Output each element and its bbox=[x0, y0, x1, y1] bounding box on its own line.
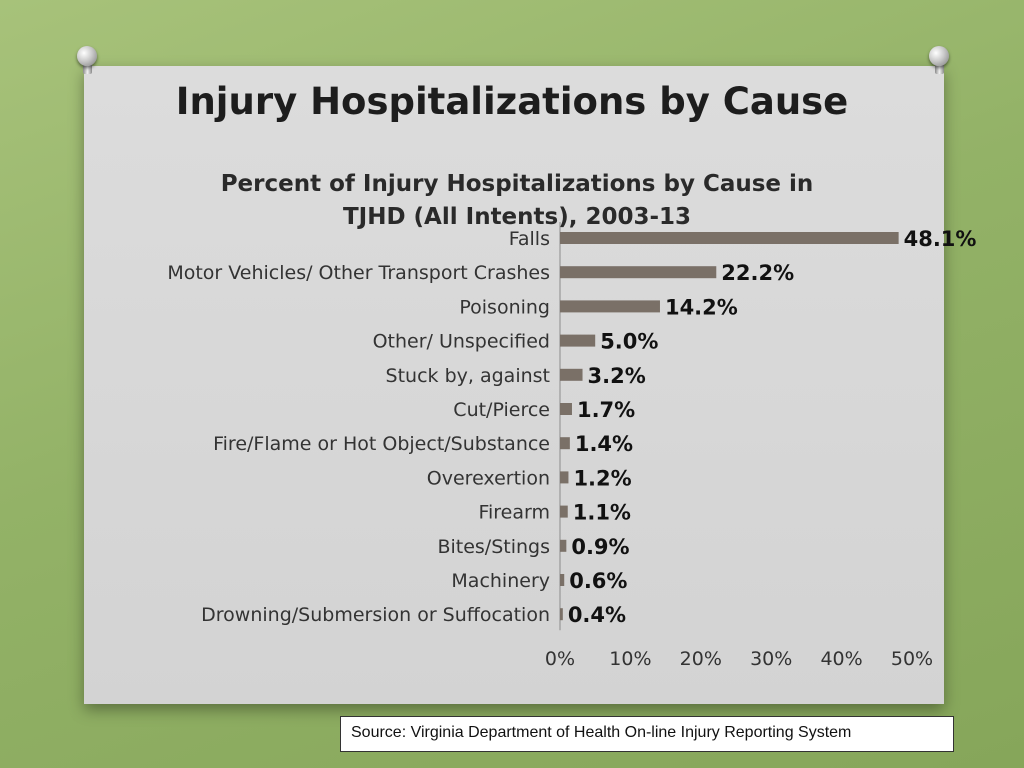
x-tick-label: 20% bbox=[680, 648, 722, 670]
data-label: 48.1% bbox=[904, 227, 977, 251]
x-tick-label: 30% bbox=[750, 648, 792, 670]
x-tick-label: 40% bbox=[820, 648, 862, 670]
category-label: Firearm bbox=[478, 502, 550, 524]
bar bbox=[560, 608, 563, 621]
chart-title: Percent of Injury Hospitalizations by Ca… bbox=[200, 168, 834, 234]
category-label: Poisoning bbox=[459, 296, 550, 318]
x-tick-label: 0% bbox=[545, 648, 575, 670]
category-label: Stuck by, against bbox=[386, 365, 550, 387]
data-label: 1.7% bbox=[577, 398, 635, 422]
slide-title: Injury Hospitalizations by Cause bbox=[175, 80, 849, 123]
x-tick-label: 10% bbox=[609, 648, 651, 670]
chart-title-line-2: TJHD (All Intents), 2003-13 bbox=[342, 204, 692, 230]
bar bbox=[560, 266, 717, 279]
data-label: 14.2% bbox=[665, 295, 738, 319]
category-label: Fire/Flame or Hot Object/Substance bbox=[213, 433, 550, 455]
bar bbox=[560, 574, 565, 586]
category-label: Bites/Stings bbox=[437, 536, 550, 558]
source-note: Source: Virginia Department of Health On… bbox=[340, 716, 954, 752]
category-label: Falls bbox=[509, 228, 550, 250]
data-label: 0.9% bbox=[571, 535, 629, 559]
pushpin-icon bbox=[74, 46, 100, 76]
data-label: 22.2% bbox=[721, 261, 794, 285]
slide-board bbox=[84, 66, 944, 704]
data-label: 1.4% bbox=[575, 432, 633, 456]
bar bbox=[560, 334, 596, 347]
bar bbox=[560, 368, 583, 381]
bar bbox=[560, 403, 572, 415]
bar bbox=[560, 232, 899, 244]
bar bbox=[560, 437, 570, 450]
data-label: 1.2% bbox=[573, 466, 631, 490]
category-label: Overexertion bbox=[427, 467, 550, 489]
data-label: 3.2% bbox=[588, 364, 646, 388]
bar bbox=[560, 471, 569, 484]
category-label: Machinery bbox=[451, 570, 550, 592]
data-label: 5.0% bbox=[600, 330, 658, 354]
bar bbox=[560, 505, 568, 518]
pushpin-icon bbox=[926, 46, 952, 76]
category-label: Motor Vehicles/ Other Transport Crashes bbox=[167, 262, 550, 284]
data-label: 0.6% bbox=[569, 569, 627, 593]
bar bbox=[560, 300, 660, 313]
chart-title-line-1: Percent of Injury Hospitalizations by Ca… bbox=[220, 171, 814, 197]
x-tick-label: 50% bbox=[891, 648, 933, 670]
bar bbox=[560, 539, 567, 552]
category-label: Cut/Pierce bbox=[453, 399, 550, 421]
data-label: 0.4% bbox=[568, 603, 626, 627]
category-label: Other/ Unspecified bbox=[373, 331, 550, 353]
category-label: Drowning/Submersion or Suffocation bbox=[201, 604, 550, 626]
data-label: 1.1% bbox=[573, 501, 631, 525]
